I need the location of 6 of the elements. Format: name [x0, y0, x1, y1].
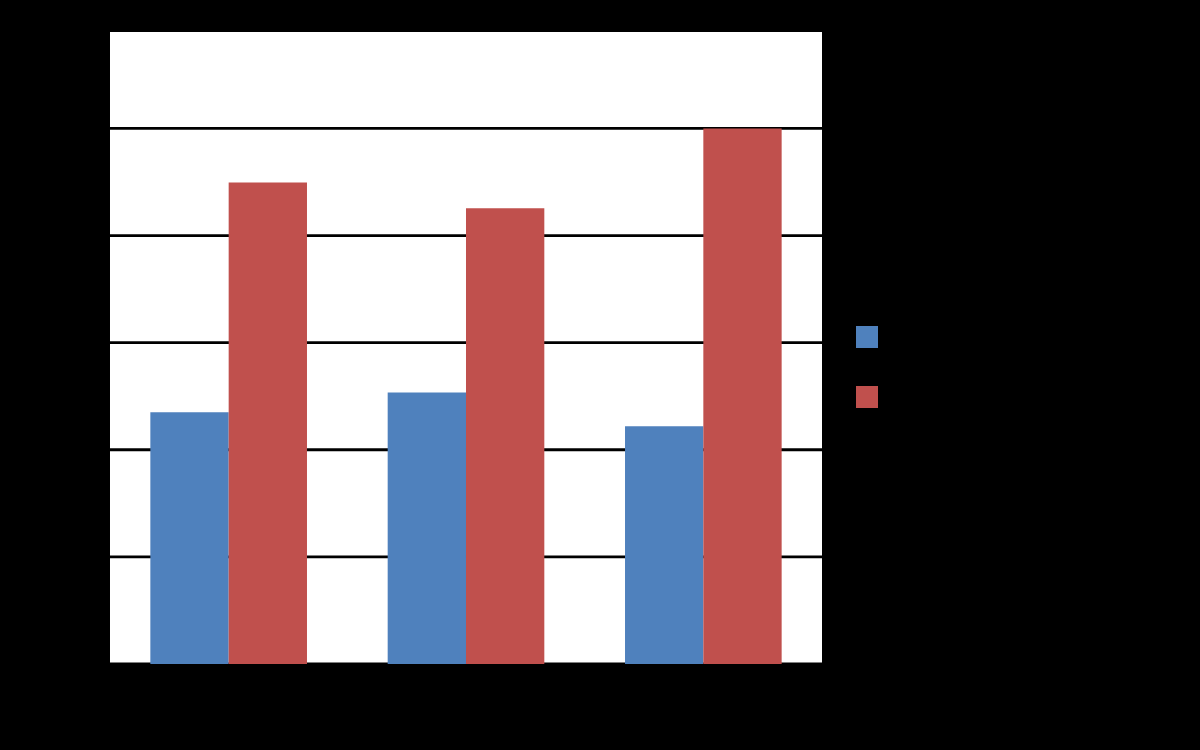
bar: [625, 426, 704, 664]
bar: [150, 412, 229, 664]
bar: [466, 208, 545, 664]
bar: [703, 128, 782, 664]
bar: [387, 392, 466, 664]
bar: [228, 182, 307, 664]
